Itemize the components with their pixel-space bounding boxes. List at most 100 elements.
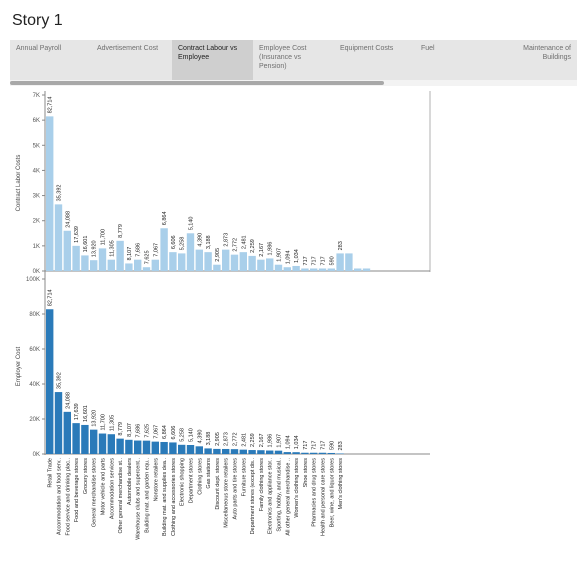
tab-fuel[interactable]: Fuel [421, 45, 435, 52]
tab-advertisement-cost[interactable]: Advertisement Cost [97, 45, 159, 52]
top-data-label: 8,107 [127, 247, 133, 261]
x-category-label: Accommodation and food serv.. [57, 458, 63, 535]
x-category-label: Building mat. and garden equ.. [145, 458, 151, 533]
top-data-label: 590 [329, 256, 335, 265]
x-category-label: Retail Trade [48, 458, 54, 488]
bottom-data-label: 1,986 [268, 434, 274, 448]
x-category-label: Furniture stores [241, 458, 247, 497]
bottom-data-label: 8,107 [127, 423, 133, 437]
x-category-label: Accommodation services [109, 458, 115, 519]
bottom-data-label: 8,779 [118, 422, 124, 436]
top-y-axis-label: Contract Labor Costs [16, 155, 22, 212]
bottom-data-label: 11,700 [101, 414, 107, 430]
bottom-bar [266, 450, 274, 454]
top-bar [116, 240, 124, 271]
bottom-bar [107, 434, 115, 454]
bottom-bar [63, 411, 71, 454]
x-category-label: General merchandise stores [92, 458, 98, 527]
bottom-data-label: 24,088 [65, 392, 71, 409]
top-bar [142, 267, 151, 271]
bottom-ytick-label: 0K [33, 452, 40, 458]
bottom-data-label: 2,481 [241, 433, 247, 447]
top-bar [301, 268, 309, 271]
tab-employee-cost[interactable]: Employee Cost (Insurance vs Pension) [259, 45, 307, 70]
top-ytick-label: 0K [33, 269, 40, 275]
tabs-scrollbar-thumb[interactable] [10, 81, 384, 85]
tab-maintenance-of-buildings[interactable]: Maintenance of Buildings [523, 45, 571, 61]
top-bar [310, 268, 318, 271]
x-category-label: Motor vehicle and parts [101, 458, 107, 515]
bottom-bar [327, 452, 335, 454]
x-category-label: Health and personal care stores [321, 458, 327, 536]
bottom-data-label: 1,034 [294, 435, 300, 449]
top-data-label: 17,639 [74, 226, 80, 243]
top-bar [222, 249, 230, 271]
top-data-label: 35,392 [57, 185, 63, 202]
bottom-bar [169, 442, 177, 454]
x-category-label: Food service and drinking plac.. [65, 458, 71, 536]
top-bar [318, 268, 327, 271]
bottom-data-label: 717 [312, 441, 318, 450]
top-ytick-label: 6K [33, 118, 40, 124]
top-data-label: 16,601 [83, 236, 89, 253]
bottom-bar [46, 309, 54, 454]
top-data-label: 11,700 [101, 229, 107, 245]
bottom-bar [301, 452, 309, 454]
top-bar [204, 252, 212, 271]
x-category-label: Building mat. and supplies dea.. [162, 458, 168, 536]
bottom-bar [160, 441, 168, 454]
top-data-label: 2,772 [233, 238, 239, 252]
bottom-bar [204, 448, 212, 454]
bottom-bar [222, 448, 230, 454]
top-bar [81, 255, 89, 271]
bottom-data-label: 7,067 [153, 425, 159, 439]
top-data-label: 13,920 [92, 240, 98, 257]
bottom-data-label: 717 [321, 441, 327, 450]
bottom-data-label: 2,772 [233, 432, 239, 446]
top-data-label: 2,481 [241, 235, 247, 249]
top-data-label: 5,140 [189, 217, 195, 231]
x-category-label: All other general merchandise .. [285, 458, 291, 536]
top-bar [274, 264, 283, 271]
bottom-bar [116, 438, 124, 454]
top-bar [125, 263, 133, 271]
x-category-label: Miscellaneous store retailers [224, 458, 230, 528]
tab-contract-labour-vs-employee[interactable]: Contract Labour vs Employee [172, 40, 253, 80]
top-data-label: 7,067 [153, 243, 159, 257]
top-data-label: 6,606 [171, 235, 177, 249]
x-category-label: Grocery stores [83, 458, 89, 494]
x-category-label: Food and beverage stores [74, 458, 80, 522]
bottom-data-label: 11,305 [109, 415, 115, 431]
x-category-label: Warehouse clubs and supercent.. [136, 458, 142, 540]
x-category-label: Department stores (except dis.. [250, 458, 256, 535]
bottom-data-label: 1,907 [277, 434, 283, 448]
bottom-bar [248, 450, 256, 454]
tab-annual-payroll[interactable]: Annual Payroll [16, 45, 62, 52]
top-data-label: 7,686 [136, 243, 142, 257]
top-data-label: 1,034 [294, 249, 300, 263]
x-category-label: Clothing and accessories stores [171, 458, 177, 536]
top-bar [63, 230, 71, 271]
top-bar [230, 254, 239, 271]
bottom-ytick-label: 100K [26, 277, 40, 283]
top-bar [336, 253, 344, 271]
top-data-label: 2,167 [259, 243, 265, 257]
tab-equipment-costs[interactable]: Equipment Costs [340, 45, 394, 52]
x-category-label: Automobile dealers [127, 458, 133, 505]
top-bar [46, 116, 54, 271]
top-bar [292, 265, 300, 271]
top-data-label: 24,088 [65, 211, 71, 228]
x-category-label: Beer, wine, and liquor stores [329, 458, 335, 528]
x-category-label: Pharmacies and drug stores [312, 458, 318, 527]
top-bar [72, 245, 80, 271]
top-data-label: 717 [312, 256, 318, 265]
top-data-label: 2,873 [224, 233, 230, 247]
top-bar [134, 259, 142, 271]
bottom-bar [195, 446, 203, 454]
bottom-bar [142, 440, 151, 454]
x-category-label: Nonstore retailers [153, 458, 159, 502]
top-bar [178, 253, 186, 271]
top-data-label: 717 [303, 256, 309, 265]
bottom-bar [90, 429, 98, 454]
bottom-bar [72, 423, 80, 454]
